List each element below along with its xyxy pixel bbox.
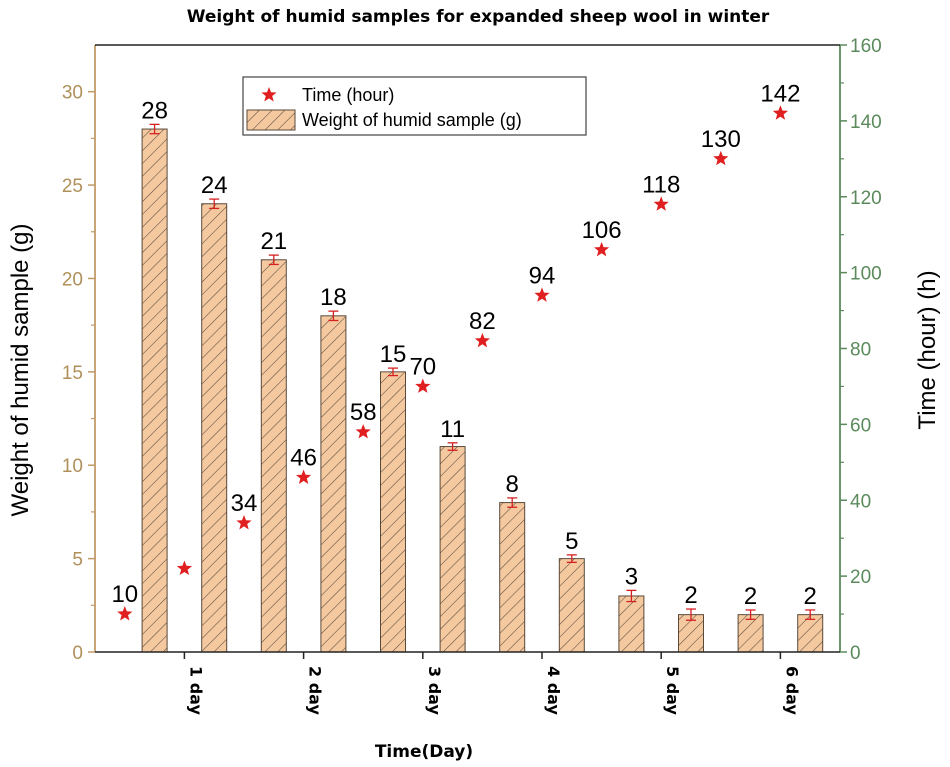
time-value-label-3: 34: [231, 490, 258, 517]
bar-6: [439, 446, 466, 653]
y-right-tick-label-1: 20: [850, 567, 871, 588]
bar-8: [558, 558, 585, 653]
bar-12: [797, 614, 824, 653]
bar-2: [201, 203, 228, 653]
time-point-7: [474, 332, 491, 348]
time-point-8: [534, 287, 550, 302]
x-tick-label-2: 2 day: [306, 666, 325, 715]
y-axis-right-label: Time (hour) (h): [914, 270, 941, 429]
y-left-tick-label-2: 10: [62, 456, 83, 477]
bar-value-label-5: 15: [380, 341, 407, 368]
time-value-label-10: 118: [642, 171, 680, 198]
legend-box: [242, 76, 587, 136]
bar-9: [618, 595, 645, 653]
y-right-tick-label-6: 120: [850, 188, 882, 209]
legend-star-icon: [261, 87, 277, 102]
time-value-label-1: 10: [111, 581, 138, 608]
chart-title: Weight of humid samples for expanded she…: [187, 7, 770, 27]
y-right-tick-label-4: 80: [850, 340, 871, 361]
bar-value-label-2: 24: [201, 172, 228, 199]
y-left-tick-label-1: 5: [72, 550, 83, 571]
time-point-10: [653, 196, 669, 211]
y-right-tick-label-5: 100: [850, 264, 882, 285]
time-value-label-6: 70: [409, 353, 436, 380]
bar-value-label-3: 21: [260, 228, 287, 255]
y-left-tick-label-0: 0: [72, 643, 83, 664]
bar-7: [499, 502, 526, 653]
bar-3: [260, 259, 287, 653]
x-tick-label-1: 1 day: [186, 666, 205, 715]
legend-entry-time: Time (hour): [302, 85, 394, 105]
time-point-2: [176, 560, 193, 576]
time-point-1: [117, 606, 133, 621]
y-right-tick-label-3: 60: [850, 415, 871, 436]
x-tick-label-3: 3 day: [425, 666, 444, 715]
time-value-label-7: 82: [469, 308, 496, 335]
bar-5: [380, 371, 406, 653]
time-point-12: [772, 105, 789, 120]
y-left-tick-label-6: 30: [62, 83, 83, 104]
time-point-5: [355, 423, 371, 439]
bar-value-label-1: 28: [141, 97, 168, 124]
x-axis-label: Time(Day): [375, 742, 473, 762]
y-left-tick-label-4: 20: [62, 269, 83, 290]
bar-value-label-4: 18: [320, 284, 347, 311]
legend-swatch-weight: [246, 109, 296, 131]
x-tick-label-5: 5 day: [663, 666, 682, 715]
bar-value-label-6: 11: [440, 416, 465, 443]
y-left-tick-label-3: 15: [62, 363, 83, 384]
bar-value-label-9: 3: [625, 563, 638, 590]
bar-value-label-10: 2: [684, 582, 697, 609]
y-right-tick-label-0: 0: [850, 643, 861, 664]
y-right-tick-label-2: 40: [850, 491, 871, 512]
bar-value-label-12: 2: [804, 583, 817, 610]
time-point-6: [415, 378, 431, 393]
time-point-4: [295, 469, 312, 484]
time-value-label-8: 94: [529, 262, 556, 289]
time-value-label-12: 142: [760, 80, 800, 107]
y-right-tick-label-8: 160: [850, 36, 882, 57]
bar-1: [141, 128, 168, 653]
time-value-label-11: 130: [701, 126, 741, 153]
bar-4: [320, 315, 347, 653]
bar-11: [737, 614, 764, 653]
legend: Time (hour) Weight of humid sample (g): [242, 76, 587, 136]
time-point-3: [236, 515, 252, 530]
bar-value-label-11: 2: [744, 583, 757, 610]
time-value-label-9: 106: [582, 217, 622, 244]
x-tick-label-6: 6 day: [782, 666, 801, 715]
bar-value-label-7: 8: [506, 471, 519, 498]
y-right-tick-label-7: 140: [850, 112, 882, 133]
x-tick-label-4: 4 day: [544, 666, 563, 715]
time-point-9: [593, 241, 610, 257]
bar-value-label-8: 5: [565, 528, 578, 555]
time-value-label-5: 58: [350, 399, 377, 426]
y-axis-left-label: Weight of humid sample (g): [7, 223, 34, 516]
legend-entry-weight: Weight of humid sample (g): [302, 110, 522, 130]
time-point-11: [713, 150, 729, 166]
y-left-tick-label-5: 25: [62, 176, 83, 197]
time-value-label-4: 46: [290, 444, 317, 471]
